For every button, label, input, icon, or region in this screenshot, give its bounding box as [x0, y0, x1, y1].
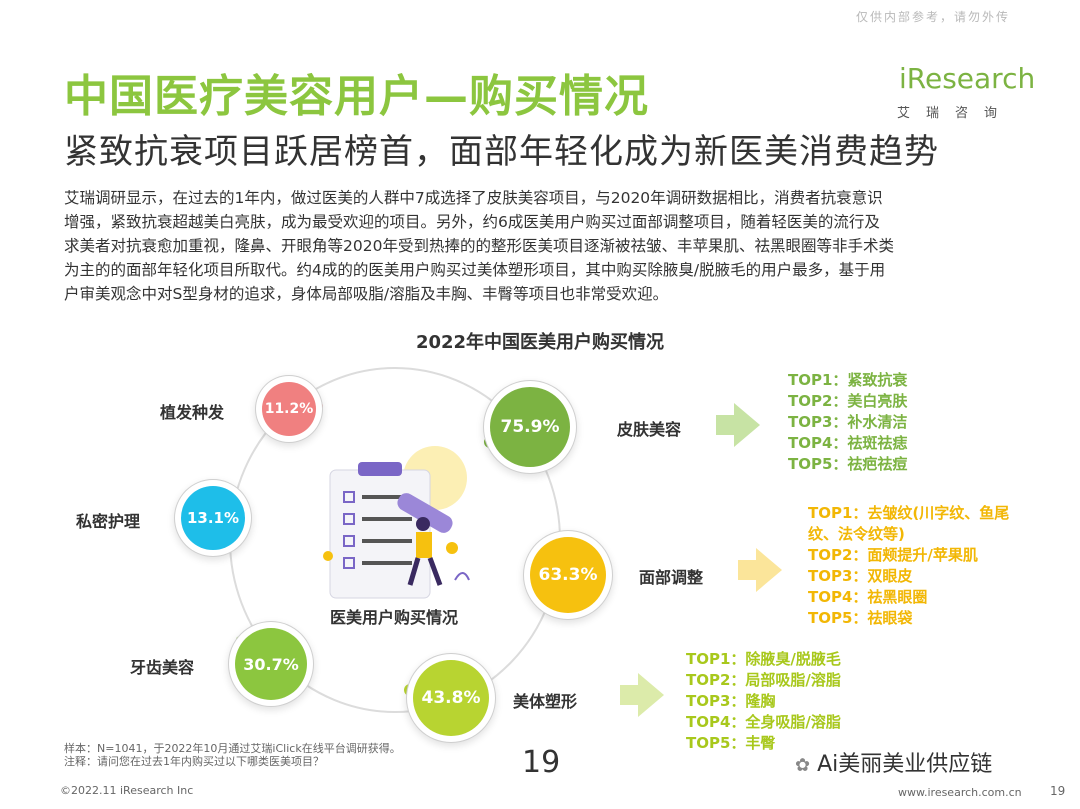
top-item: TOP3：补水清洁 — [788, 413, 908, 431]
top-item: TOP5：祛眼袋 — [808, 609, 913, 627]
top-item: TOP5：丰臀 — [686, 734, 776, 752]
bubble-skin: 75.9% — [490, 387, 570, 467]
watermark: 仅供内部参考，请勿外传 — [855, 10, 1010, 24]
page-subtitle: 紧致抗衰项目跃居榜首，面部年轻化成为新医美消费趋势 — [64, 132, 939, 172]
wechat-text: Ai美丽美业供应链 — [817, 752, 993, 777]
label-face: 面部调整 — [639, 568, 704, 587]
top-item: TOP1：除腋臭/脱腋毛 — [686, 650, 841, 668]
bubble-private: 13.1% — [181, 486, 245, 550]
bubble-hair: 11.2% — [262, 382, 316, 436]
center-label: 医美用户购买情况 — [330, 608, 459, 627]
page-title: 中国医疗美容用户—购买情况 — [64, 71, 649, 122]
top-item: TOP1：去皱纹(川字纹、鱼尾 — [808, 504, 1010, 522]
chart-title: 2022年中国医美用户购买情况 — [415, 332, 665, 353]
iresearch-logo: iResearch 艾瑞咨询 — [895, 58, 1035, 122]
top-item: TOP1：紧致抗衰 — [788, 371, 908, 389]
label-private: 私密护理 — [76, 512, 141, 531]
page-number-large: 19 — [522, 745, 561, 780]
copyright: ©2022.11 iResearch Inc — [60, 784, 194, 797]
body-line: 求美者对抗衰愈加重视，隆鼻、开眼角等2020年受到热捧的的整形医美项目逐渐被祛皱… — [64, 237, 894, 255]
top-item: TOP3：隆胸 — [686, 692, 776, 710]
logo-text: iResearch — [899, 62, 1036, 95]
page-number: 19 — [1050, 784, 1066, 798]
label-teeth: 牙齿美容 — [130, 658, 195, 677]
bubble-body: 43.8% — [413, 660, 489, 736]
wechat-watermark: ✿ Ai美丽美业供应链 — [795, 746, 992, 778]
footnote-sample: 样本：N=1041，于2022年10月通过艾瑞iClick在线平台调研获得。 — [64, 742, 401, 755]
top-item: TOP4：全身吸脂/溶脂 — [686, 713, 841, 731]
top-item: TOP4：祛黑眼圈 — [808, 588, 928, 606]
arrow-face — [738, 548, 782, 592]
top-list-body: TOP1：除腋臭/脱腋毛 TOP2：局部吸脂/溶脂 TOP3：隆胸 TOP4：全… — [686, 649, 841, 754]
body-line: 增强，紧致抗衰超越美白亮肤，成为最受欢迎的项目。另外，约6成医美用户购买过面部调… — [64, 213, 880, 231]
body-line: 为主的的面部年轻化项目所取代。约4成的的医美用户购买过美体塑形项目，其中购买除腋… — [64, 261, 886, 279]
top-list-face: TOP1：去皱纹(川字纹、鱼尾 纹、法令纹等) TOP2：面颊提升/苹果肌 TO… — [808, 503, 1009, 629]
body-line: 户审美观念中对S型身材的追求，身体局部吸脂/溶脂及丰胸、丰臀等项目也非常受欢迎。 — [64, 285, 669, 303]
top-item: TOP4：祛斑祛痣 — [788, 434, 908, 452]
clipboard-illustration — [323, 446, 470, 599]
footnote: 样本：N=1041，于2022年10月通过艾瑞iClick在线平台调研获得。 注… — [64, 742, 401, 768]
body-line: 艾瑞调研显示，在过去的1年内，做过医美的人群中7成选择了皮肤美容项目，与2020… — [64, 189, 883, 207]
label-hair: 植发种发 — [160, 403, 225, 422]
top-item: TOP2：面颊提升/苹果肌 — [808, 546, 978, 564]
top-item: TOP5：祛疤祛痘 — [788, 455, 908, 473]
website-url: www.iresearch.com.cn — [898, 786, 1022, 799]
label-skin: 皮肤美容 — [617, 420, 682, 439]
top-list-skin: TOP1：紧致抗衰 TOP2：美白亮肤 TOP3：补水清洁 TOP4：祛斑祛痣 … — [788, 370, 907, 475]
bubble-teeth: 30.7% — [235, 628, 307, 700]
top-item: TOP2：美白亮肤 — [788, 392, 908, 410]
label-body: 美体塑形 — [513, 692, 578, 711]
bubble-face: 63.3% — [530, 537, 606, 613]
footnote-note: 注释：请问您在过去1年内购买过以下哪类医美项目？ — [64, 755, 324, 768]
body-paragraph: 艾瑞调研显示，在过去的1年内，做过医美的人群中7成选择了皮肤美容项目，与2020… — [64, 186, 1024, 306]
logo-subtext: 艾瑞咨询 — [897, 106, 1014, 121]
top-item: 纹、法令纹等) — [808, 525, 905, 543]
arrow-skin — [716, 403, 760, 447]
top-item: TOP2：局部吸脂/溶脂 — [686, 671, 841, 689]
top-item: TOP3：双眼皮 — [808, 567, 913, 585]
wechat-icon: ✿ — [795, 755, 811, 776]
arrow-body — [620, 673, 664, 717]
